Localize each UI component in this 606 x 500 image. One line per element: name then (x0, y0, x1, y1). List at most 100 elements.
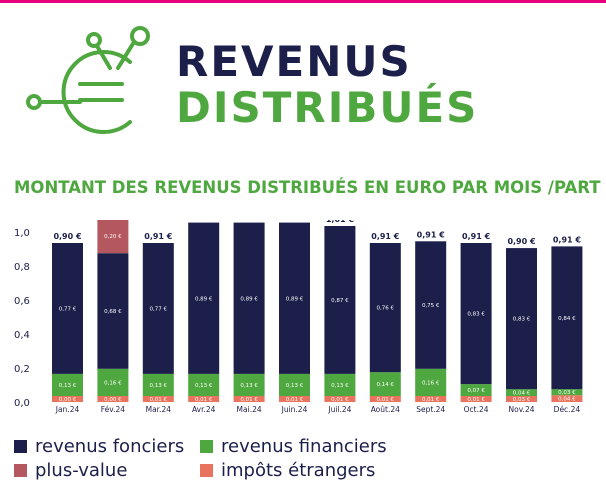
page-title-line2: DISTRIBUÉS (176, 83, 479, 132)
bar-segment-green (142, 373, 174, 396)
bar-segment-plus_value (97, 220, 129, 254)
bar-total-label: 0,91 € (371, 232, 400, 241)
segment-value-label: 0,01 € (331, 397, 349, 403)
segment-value-label: 0,87 € (331, 298, 349, 304)
segment-value-label: 0,03 € (513, 397, 531, 403)
bar-segment-navy (142, 243, 174, 374)
y-tick-label: 0,4 (14, 330, 30, 341)
segment-value-label: 0,00 € (104, 397, 122, 403)
x-category-label: Oct.24 (464, 405, 489, 414)
segment-value-label: 0,01 € (467, 397, 485, 403)
bar-segment-navy (506, 248, 537, 390)
bar-segment-navy (188, 222, 220, 374)
x-category-label: Avr.24 (192, 405, 216, 414)
x-category-label: Sept.24 (416, 405, 445, 414)
x-category-label: Mar.24 (146, 405, 172, 414)
x-category-label: Jan.24 (55, 405, 80, 414)
bar-segment-green (279, 373, 310, 396)
segment-value-label: 0,01 € (240, 397, 258, 403)
euro-network-logo-icon (26, 26, 150, 134)
bar-segment-impots (188, 396, 220, 402)
legend-label: revenus financiers (221, 436, 387, 457)
segment-value-label: 0,01 € (377, 397, 395, 403)
segment-value-label: 0,75 € (422, 303, 440, 309)
bar-total-label: 1,03 € (235, 220, 264, 221)
x-category-label: Mai.24 (237, 405, 262, 414)
segment-value-label: 0,13 € (59, 383, 77, 389)
bar-segment-green (415, 368, 447, 396)
bar-total-label: 0,91 € (462, 232, 491, 241)
bar-total-label: 0,91 € (144, 232, 173, 241)
segment-value-label: 0,68 € (104, 309, 122, 315)
x-category-label: Juil.24 (327, 405, 351, 414)
segment-value-label: 0,13 € (240, 383, 258, 389)
bar-segment-navy (369, 243, 401, 373)
segment-value-label: 0,77 € (59, 306, 77, 312)
segment-value-label: 0,84 € (558, 316, 576, 322)
segment-value-label: 0,83 € (467, 312, 485, 318)
bar-total-label: 0,90 € (507, 237, 536, 246)
segment-value-label: 0,04 € (513, 391, 531, 397)
bar-segment-navy (415, 241, 447, 369)
bar-segment-impots (415, 396, 447, 402)
x-category-label: Fév.24 (101, 405, 126, 414)
segment-value-label: 0,83 € (513, 317, 531, 323)
bar-segment-impots (324, 396, 356, 402)
segment-value-label: 0,13 € (331, 383, 349, 389)
segment-value-label: 0,14 € (377, 382, 395, 388)
bar-total-label: 0,91 € (417, 230, 446, 239)
legend-item-revenus-fonciers: revenus fonciers (14, 436, 184, 457)
legend-swatch (200, 440, 213, 453)
bar-segment-navy (460, 243, 492, 385)
bar-segment-navy (52, 243, 83, 374)
bar-segment-green (324, 373, 356, 396)
bar-segment-green (369, 372, 401, 396)
bar-segment-navy (324, 226, 356, 374)
top-accent-bar (0, 0, 606, 3)
legend-swatch (200, 464, 213, 477)
bar-segment-green (97, 368, 129, 396)
segment-value-label: 0,89 € (195, 296, 213, 302)
segment-value-label: 0,89 € (240, 296, 258, 302)
bar-total-label: 0,91 € (553, 235, 582, 244)
segment-value-label: 0,01 € (286, 397, 304, 403)
legend-swatch (14, 440, 27, 453)
bar-segment-impots (460, 396, 492, 402)
legend-swatch (14, 464, 27, 477)
legend-item-impots-etrangers: impôts étrangers (200, 460, 375, 481)
bar-segment-navy (551, 246, 583, 390)
segment-value-label: 0,16 € (104, 380, 122, 386)
segment-value-label: 0,77 € (150, 306, 168, 312)
bar-segment-navy (279, 222, 310, 374)
x-category-label: Nov.24 (509, 405, 535, 414)
y-tick-label: 0,8 (14, 262, 30, 273)
segment-value-label: 0,01 € (150, 397, 168, 403)
bar-segment-green (233, 373, 265, 396)
page-title-line1: REVENUS (176, 37, 412, 86)
legend-item-revenus-financiers: revenus financiers (200, 436, 387, 457)
bar-total-label: 1,03 € (280, 220, 309, 221)
bar-segment-impots (551, 395, 583, 402)
segment-value-label: 0,01 € (195, 397, 213, 403)
segment-value-label: 0,07 € (467, 388, 485, 394)
x-category-label: Août.24 (371, 405, 400, 414)
segment-value-label: 0,01 € (422, 397, 440, 403)
bar-segment-green (506, 389, 537, 396)
segment-value-label: 0,76 € (377, 306, 395, 312)
bar-segment-impots (369, 396, 401, 402)
x-category-label: Juin.24 (281, 405, 308, 414)
bar-segment-green (52, 373, 83, 396)
bar-total-label: 0,90 € (53, 232, 82, 241)
y-tick-label: 0,6 (14, 296, 30, 307)
legend-label: impôts étrangers (221, 460, 376, 481)
segment-value-label: 0,13 € (150, 383, 168, 389)
bar-segment-impots (279, 396, 310, 402)
bar-segment-navy (233, 222, 265, 374)
bar-segment-navy (97, 253, 129, 369)
stacked-bar-chart: 0,0 0,2 0,4 0,6 0,8 1,0 0,00 € 0,13 € 0,77 € 0,90… (14, 220, 583, 414)
chart-subtitle: MONTANT DES REVENUS DISTRIBUÉS EN EURO P… (14, 178, 601, 197)
bar-total-label: 1,01 € (326, 220, 355, 224)
x-category-label: Déc.24 (554, 405, 581, 414)
bar-segment-green (460, 384, 492, 396)
segment-value-label: 0,13 € (286, 383, 304, 389)
